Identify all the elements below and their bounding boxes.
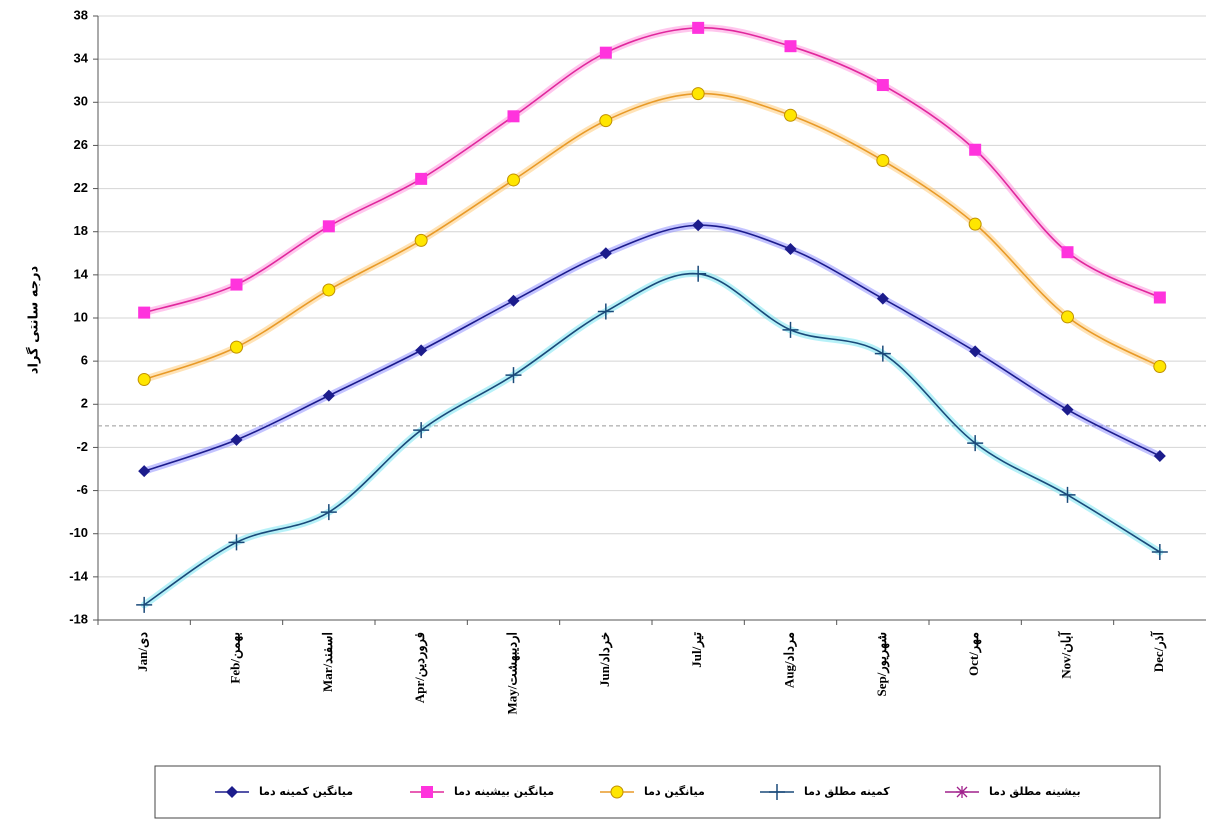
marker [1059,486,1076,503]
marker [230,433,243,446]
marker [138,465,151,478]
y-tick-label: 30 [74,94,88,109]
marker [507,173,520,187]
marker [876,292,889,305]
marker [876,154,890,168]
marker [610,785,624,799]
x-tick-label: Oct/مهر [966,632,982,676]
marker [414,233,428,247]
marker [415,344,428,357]
marker [691,87,705,101]
marker [597,303,614,320]
y-tick-label: 22 [74,180,88,195]
marker [228,534,245,551]
series-line [143,27,1161,314]
marker [599,114,613,128]
x-tick-label: Jan/دی [135,632,150,672]
marker [599,247,612,260]
y-tick-label: -14 [69,568,89,583]
marker [969,143,982,156]
x-tick-label: Jul/تیر [689,632,705,668]
x-tick-label: Feb/بهمن [227,632,243,684]
marker [1061,403,1074,416]
x-tick-label: Nov/آبان [1057,631,1073,679]
marker [320,504,337,521]
y-tick-label: 6 [81,353,88,368]
y-tick-label: -6 [76,482,88,497]
marker [507,110,520,123]
line-glow [140,221,1164,475]
y-tick-label: -2 [76,439,88,454]
series-line [143,224,1161,472]
marker [226,786,238,798]
marker [874,345,891,362]
x-tick-label: Aug/مرداد [781,632,797,688]
marker [413,422,430,439]
x-tick-label: Jun/خرداد [597,632,613,687]
x-tick-label: Apr/فروردین [412,632,428,703]
marker [692,219,705,232]
legend-label: کمینه مطلق دما [804,785,890,798]
x-tick-label: Mar/اسفند [320,632,335,692]
x-tick-label: May/اردیبهشت [504,632,520,714]
marker [415,172,428,185]
line-glow [140,24,1164,317]
series-line [143,272,1161,606]
marker [692,21,705,34]
marker [230,340,243,354]
y-tick-label: 14 [74,266,89,281]
y-tick-label: -18 [69,611,88,626]
marker [136,596,153,613]
y-axis-title: درجه سانتی گراد [26,266,42,375]
y-tick-label: 10 [74,309,88,324]
legend-label: میانگین دما [644,785,705,798]
x-tick-label: Dec/آذر [1150,631,1167,673]
marker [505,367,522,384]
y-tick-label: 2 [81,396,88,411]
legend-label: بیشینه مطلق دما [989,785,1081,798]
marker [507,294,520,307]
marker [968,217,982,231]
y-tick-label: -10 [69,525,88,540]
y-tick-label: 34 [74,51,89,66]
marker [138,306,151,319]
y-tick-label: 18 [74,223,88,238]
legend-label: میانگین کمینه دما [259,785,353,798]
marker [322,283,336,297]
marker [784,108,797,122]
marker [769,784,785,800]
line-glow [140,270,1164,609]
marker [1061,310,1074,324]
marker [969,345,982,358]
marker [1153,450,1166,463]
marker [322,220,335,233]
marker [784,242,797,255]
marker [230,278,243,291]
marker [690,265,707,282]
marker [876,79,889,92]
marker [599,46,612,59]
marker [956,786,968,798]
marker [967,435,984,452]
marker [137,372,151,386]
marker [421,786,433,798]
x-tick-label: Sep/شهریور [874,632,890,697]
marker [1151,544,1168,561]
y-tick-label: 38 [74,7,88,22]
marker [1153,360,1167,374]
marker [1061,246,1074,259]
marker [322,389,335,402]
marker [1153,291,1166,304]
marker [784,40,797,53]
legend-label: میانگین بیشینه دما [454,785,554,798]
legend-box [154,765,1161,819]
y-tick-label: 26 [74,137,88,152]
marker [782,321,799,338]
